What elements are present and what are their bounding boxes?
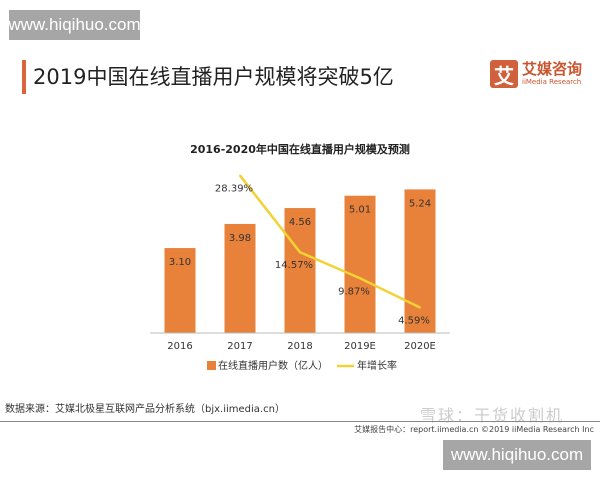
x-tick-label: 2020E	[404, 341, 436, 352]
footer-credit: 艾媒报告中心：report.iimedia.cn ©2019 iiMedia R…	[354, 425, 594, 434]
growth-rate-label: 9.87%	[338, 286, 370, 297]
growth-rate-point	[419, 306, 421, 309]
logo-name-en: iiMedia Research	[522, 78, 582, 86]
logo-name-cn: 艾媒咨询	[522, 60, 583, 78]
bar-value-label: 5.24	[409, 198, 431, 209]
bar	[404, 189, 436, 333]
chart: 2016-2020年中国在线直播用户规模及预测 3.10 3.98 4.56 5.01…	[150, 142, 450, 372]
growth-rate-label: 4.59%	[398, 316, 430, 327]
bar-value-label: 3.98	[229, 233, 251, 244]
logo: 艾 艾媒咨询 iiMedia Research	[490, 60, 582, 88]
logo-mark: 艾	[490, 60, 518, 88]
watermark-bottom: www.hiqihuo.com	[443, 440, 591, 470]
growth-rate-line	[239, 174, 421, 309]
growth-rate-point	[239, 174, 241, 177]
footer-divider	[0, 421, 600, 422]
growth-rate-label: 28.39%	[215, 184, 253, 195]
bar	[164, 248, 196, 333]
overlay-watermark: 雪球：干货收割机	[420, 406, 565, 425]
growth-rate-point	[359, 277, 361, 280]
bar	[344, 195, 376, 333]
page-title: 2019中国在线直播用户规模将突破5亿	[33, 65, 394, 89]
legend-bar-swatch	[207, 361, 216, 370]
bar	[284, 208, 316, 333]
bar-value-label: 5.01	[349, 205, 371, 216]
title-accent-bar	[22, 60, 26, 94]
x-tick-label: 2017	[227, 341, 252, 352]
x-tick-label: 2016	[167, 341, 192, 352]
growth-rate-point	[299, 251, 301, 254]
legend-line-label: 年增长率	[357, 359, 397, 372]
legend-bar-label: 在线直播用户数（亿人）	[218, 359, 328, 372]
growth-rate-label: 14.57%	[275, 260, 313, 271]
chart-title: 2016-2020年中国在线直播用户规模及预测	[190, 142, 410, 156]
bar	[224, 223, 256, 333]
x-tick-label: 2019E	[344, 341, 376, 352]
watermark-top: www.hiqihuo.com	[8, 10, 141, 40]
data-source: 数据来源：艾媒北极星互联网产品分析系统（bjx.iimedia.cn）	[5, 404, 285, 415]
bar-value-label: 3.10	[169, 257, 191, 268]
x-tick-label: 2018	[287, 341, 312, 352]
bar-value-label: 4.56	[289, 217, 311, 228]
